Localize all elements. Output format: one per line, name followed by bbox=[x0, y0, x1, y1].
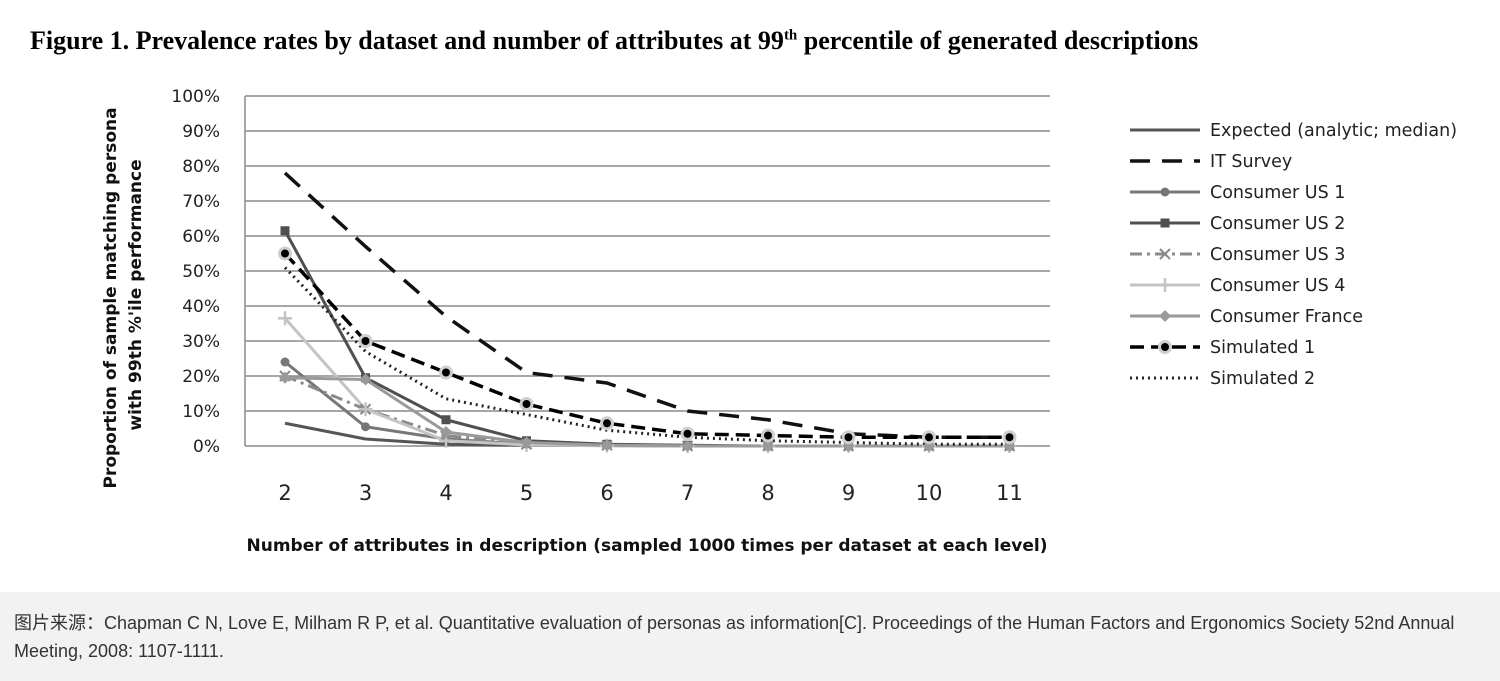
figure-title-main: Figure 1. Prevalence rates by dataset an… bbox=[30, 26, 784, 55]
y-axis-label: Proportion of sample matching persona wi… bbox=[101, 101, 146, 488]
series-point-consumer-us-1-2 bbox=[280, 357, 290, 367]
legend-label-it-survey: IT Survey bbox=[1210, 152, 1292, 172]
y-tick-label-70: 70% bbox=[182, 192, 220, 212]
series-point-simulated-1-8 bbox=[761, 428, 775, 443]
y-tick-label-30: 30% bbox=[182, 332, 220, 352]
series-point-consumer-france-4 bbox=[440, 426, 452, 438]
legend-label-consumer-france: Consumer France bbox=[1210, 307, 1363, 327]
series-point-simulated-1-5 bbox=[519, 397, 534, 411]
series-line-consumer-us-2 bbox=[283, 230, 1010, 448]
legend-marker-consumer-us-4 bbox=[1158, 278, 1172, 292]
line-chart: 0% 10% 20% 30% 40% 50% 60% 70% 80% 90% 100% 2 3 4 5 6 7… bbox=[101, 87, 1457, 556]
series-point-consumer-france-8 bbox=[762, 440, 774, 452]
series-point-consumer-france-7 bbox=[681, 440, 694, 452]
series-point-consumer-france-5 bbox=[520, 436, 533, 449]
y-axis-ticks: 0% 10% 20% 30% 40% 50% 60% 70% 80% 90% 100% bbox=[171, 87, 220, 457]
series-point-consumer-us-2-2 bbox=[280, 226, 290, 236]
series-point-consumer-us-4-2 bbox=[278, 311, 292, 326]
series-line-simulated-1 bbox=[283, 252, 1010, 439]
x-tick-label-5: 5 bbox=[520, 481, 533, 505]
series-point-simulated-1-6 bbox=[600, 416, 614, 431]
legend-label-simulated-2: Simulated 2 bbox=[1210, 369, 1315, 389]
y-tick-label-20: 20% bbox=[182, 367, 220, 387]
legend-marker-consumer-us-2 bbox=[1160, 218, 1170, 228]
series-point-consumer-france-2 bbox=[279, 371, 291, 384]
series-point-simulated-1-10 bbox=[922, 430, 936, 445]
series-line-consumer-us-3 bbox=[284, 374, 1010, 448]
x-tick-label-6: 6 bbox=[600, 481, 613, 505]
legend-marker-consumer-us-1 bbox=[1160, 187, 1170, 197]
y-axis-label-line-2: with 99th %'ile performance bbox=[126, 159, 146, 430]
x-tick-label-7: 7 bbox=[681, 481, 694, 505]
y-tick-label-80: 80% bbox=[182, 157, 220, 177]
x-tick-label-8: 8 bbox=[761, 481, 774, 505]
legend-label-expected-analytic-median: Expected (analytic; median) bbox=[1210, 121, 1457, 141]
legend-marker-simulated-1 bbox=[1158, 340, 1172, 354]
y-tick-label-90: 90% bbox=[182, 122, 220, 142]
series-point-simulated-1-2 bbox=[278, 246, 292, 261]
y-tick-label-10: 10% bbox=[182, 402, 220, 422]
x-axis-label: Number of attributes in description (sam… bbox=[247, 536, 1048, 556]
series-point-consumer-us-4-3 bbox=[358, 402, 373, 417]
x-tick-label-10: 10 bbox=[916, 481, 943, 505]
series-point-simulated-1-11 bbox=[1002, 430, 1017, 445]
legend-label-consumer-us-3: Consumer US 3 bbox=[1210, 245, 1345, 265]
figure-title-superscript: th bbox=[783, 27, 798, 44]
x-tick-label-9: 9 bbox=[842, 481, 855, 505]
series-point-consumer-france-3 bbox=[359, 373, 372, 386]
series-line-simulated-2 bbox=[283, 266, 1010, 446]
y-axis-label-line-1: Proportion of sample matching persona bbox=[101, 107, 121, 488]
y-tick-label-100: 100% bbox=[171, 87, 220, 107]
series-line-consumer-france bbox=[284, 376, 1010, 448]
y-tick-label-0: 0% bbox=[193, 437, 220, 457]
y-tick-label-50: 50% bbox=[182, 262, 220, 282]
legend-label-consumer-us-2: Consumer US 2 bbox=[1210, 214, 1345, 234]
x-axis-ticks: 2 3 4 5 6 7 8 9 10 11 bbox=[278, 481, 1023, 505]
series-markers bbox=[278, 226, 1017, 453]
legend-label-consumer-us-4: Consumer US 4 bbox=[1210, 276, 1345, 296]
series-point-simulated-1-3 bbox=[358, 334, 373, 348]
legend-marker-consumer-us-3 bbox=[1159, 248, 1171, 260]
legend-marker-consumer-france bbox=[1159, 310, 1171, 322]
x-tick-label-11: 11 bbox=[996, 481, 1023, 505]
series-point-consumer-us-2-4 bbox=[441, 415, 451, 425]
series-lines bbox=[283, 171, 1010, 448]
figure-title: Figure 1. Prevalence rates by dataset an… bbox=[30, 26, 1490, 56]
x-tick-label-2: 2 bbox=[278, 481, 291, 505]
y-tick-label-40: 40% bbox=[182, 297, 220, 317]
figure-caption: 图片来源：Chapman C N, Love E, Milham R P, et… bbox=[0, 592, 1500, 681]
series-line-consumer-us-4 bbox=[283, 317, 1010, 448]
figure-title-rest: percentile of generated descriptions bbox=[797, 26, 1199, 55]
series-point-consumer-france-6 bbox=[601, 439, 613, 452]
x-tick-label-4: 4 bbox=[439, 481, 452, 505]
gridlines bbox=[244, 95, 1050, 447]
series-point-simulated-1-4 bbox=[439, 365, 453, 380]
legend: Expected (analytic; median) IT Survey Cons… bbox=[1130, 121, 1457, 389]
y-tick-label-60: 60% bbox=[182, 227, 220, 247]
legend-label-simulated-1: Simulated 1 bbox=[1210, 338, 1315, 358]
x-tick-label-3: 3 bbox=[359, 481, 372, 505]
legend-label-consumer-us-1: Consumer US 1 bbox=[1210, 183, 1345, 203]
series-point-simulated-1-9 bbox=[841, 430, 856, 445]
series-point-consumer-us-1-3 bbox=[361, 422, 370, 432]
series-point-simulated-1-7 bbox=[680, 426, 695, 441]
